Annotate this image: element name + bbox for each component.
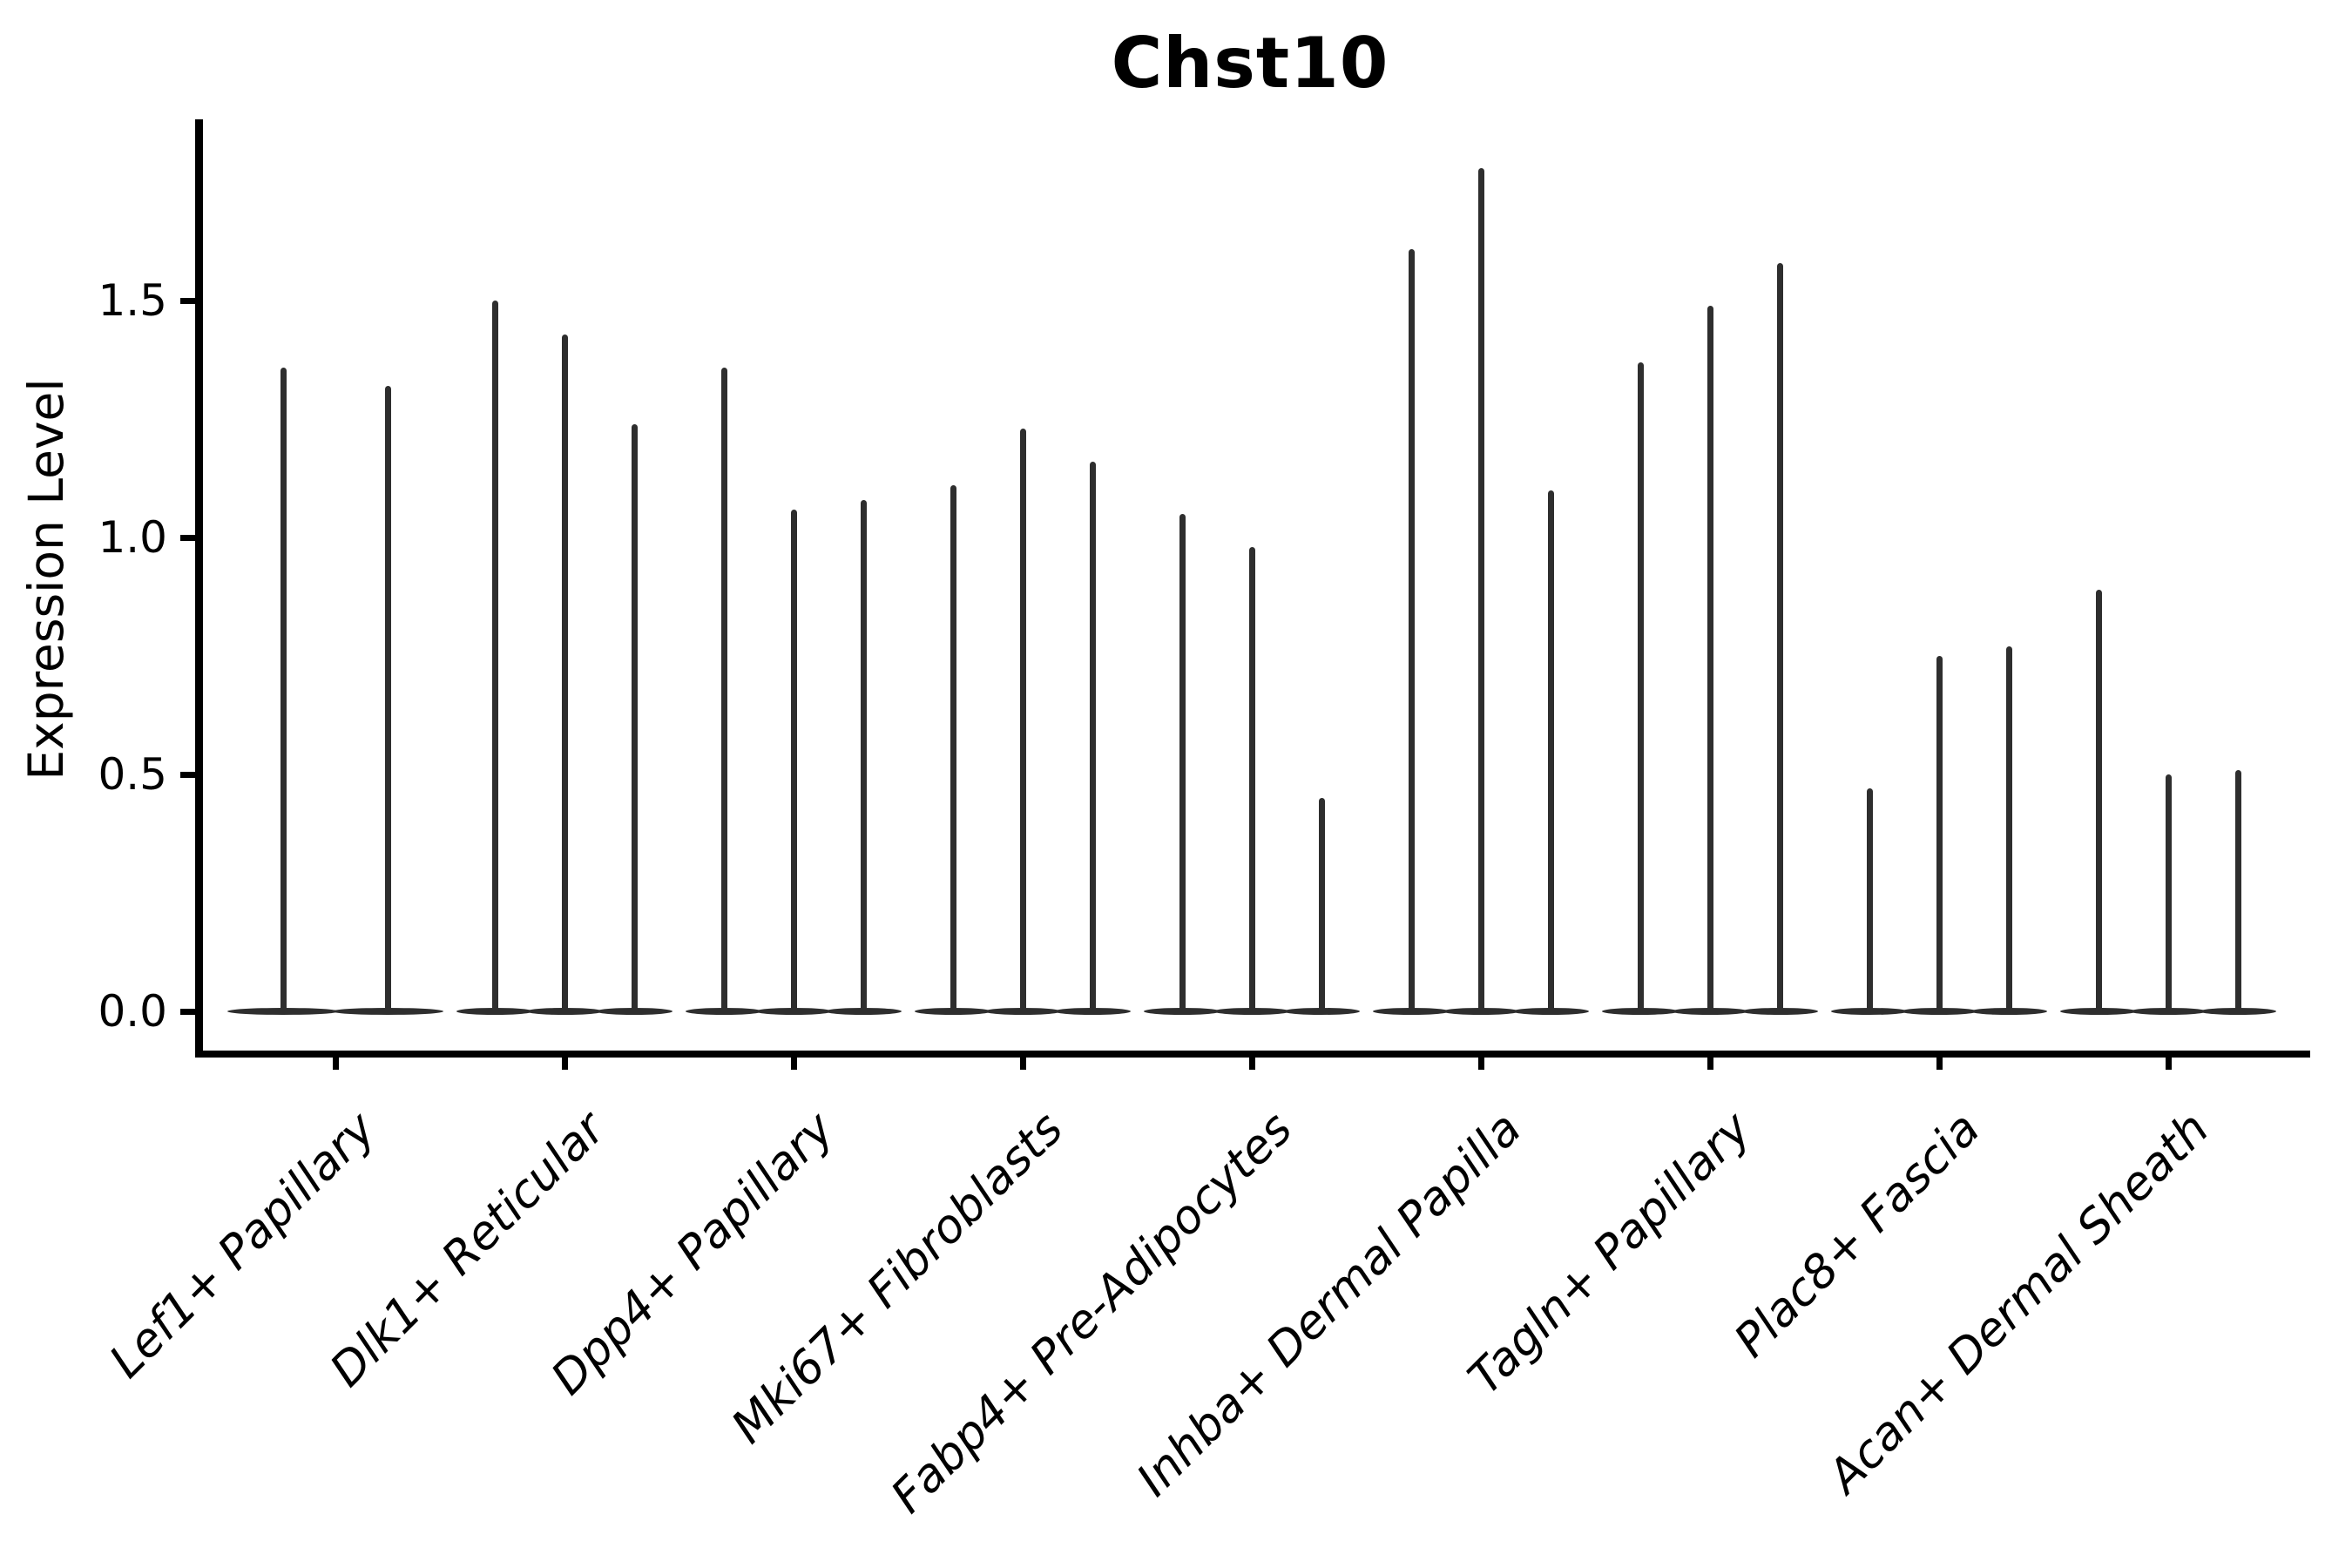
violin-base <box>1213 1008 1290 1015</box>
x-tick-label: Fabp4+ Pre-Adipocytes <box>881 1102 1303 1524</box>
violin-spike <box>1707 305 1713 1011</box>
violin-spike <box>2234 769 2241 1011</box>
violin-spike <box>1936 656 1943 1011</box>
violin-spike <box>631 423 638 1011</box>
violin-spike <box>2005 646 2012 1011</box>
violin-spike <box>860 499 867 1011</box>
x-tick <box>332 1058 339 1070</box>
violin-base <box>686 1008 762 1015</box>
violin-spike <box>1179 514 1186 1011</box>
x-tick <box>1248 1058 1255 1070</box>
plot-title: Chst10 <box>1111 23 1389 104</box>
y-tick <box>180 534 195 541</box>
violin-base <box>1672 1008 1748 1015</box>
violin-base <box>332 1008 443 1015</box>
violin-base <box>596 1008 672 1015</box>
violin-spike <box>1637 362 1644 1011</box>
violin-base <box>2200 1008 2276 1015</box>
y-tick-label: 0.5 <box>98 749 167 801</box>
violin-base <box>1741 1008 1818 1015</box>
violin-spike <box>1089 462 1096 1011</box>
violin-spike <box>384 386 391 1011</box>
violin-spike <box>720 367 727 1011</box>
violin-base <box>1970 1008 2047 1015</box>
x-tick <box>561 1058 568 1070</box>
violin-base <box>1512 1008 1589 1015</box>
violin-spike <box>491 301 498 1011</box>
violin-spike <box>1408 248 1415 1011</box>
x-tick-label: Acan+ Dermal Sheath <box>1817 1102 2220 1504</box>
x-tick <box>1477 1058 1484 1070</box>
violin-base <box>1831 1008 1908 1015</box>
violin-base <box>1283 1008 1360 1015</box>
x-tick-label: Inhba+ Dermal Papilla <box>1126 1102 1532 1507</box>
violin-spike <box>1547 490 1554 1011</box>
x-tick <box>790 1058 797 1070</box>
violin-base <box>984 1008 1061 1015</box>
violin-spike <box>790 509 797 1011</box>
violin-base <box>1373 1008 1450 1015</box>
violin-spike <box>950 485 956 1011</box>
y-axis-spine <box>195 119 203 1058</box>
violin-base <box>915 1008 991 1015</box>
violin-base <box>1602 1008 1679 1015</box>
violin-spike <box>280 367 287 1011</box>
violin-base <box>2060 1008 2137 1015</box>
x-axis-spine <box>195 1051 2310 1058</box>
violin-spike <box>1477 168 1484 1011</box>
x-tick-label: Plac8+ Fascia <box>1724 1102 1990 1369</box>
violin-spike <box>561 334 568 1011</box>
violin-base <box>526 1008 603 1015</box>
x-tick <box>1707 1058 1713 1070</box>
violin-base <box>1144 1008 1220 1015</box>
violin-base <box>755 1008 832 1015</box>
y-tick-label: 1.5 <box>98 275 167 327</box>
violin-base <box>227 1008 339 1015</box>
violin-base <box>2130 1008 2207 1015</box>
violin-base <box>1901 1008 1977 1015</box>
violin-base <box>456 1008 533 1015</box>
violin-spike <box>1019 429 1026 1011</box>
violin-spike <box>2095 590 2102 1011</box>
violin-spike <box>2165 774 2172 1011</box>
y-tick-label: 1.0 <box>98 512 167 564</box>
violin-base <box>1443 1008 1519 1015</box>
violin-spike <box>1776 262 1783 1011</box>
violin-spike <box>1248 547 1255 1011</box>
y-tick <box>180 771 195 778</box>
x-tick <box>1936 1058 1943 1070</box>
x-tick <box>1019 1058 1026 1070</box>
y-tick <box>180 1008 195 1015</box>
y-tick-label: 0.0 <box>98 986 167 1037</box>
violin-spike <box>1866 788 1873 1011</box>
violin-base <box>825 1008 902 1015</box>
x-tick <box>2165 1058 2172 1070</box>
violin-spike <box>1318 798 1325 1011</box>
y-tick <box>180 297 195 304</box>
violin-base <box>1054 1008 1131 1015</box>
